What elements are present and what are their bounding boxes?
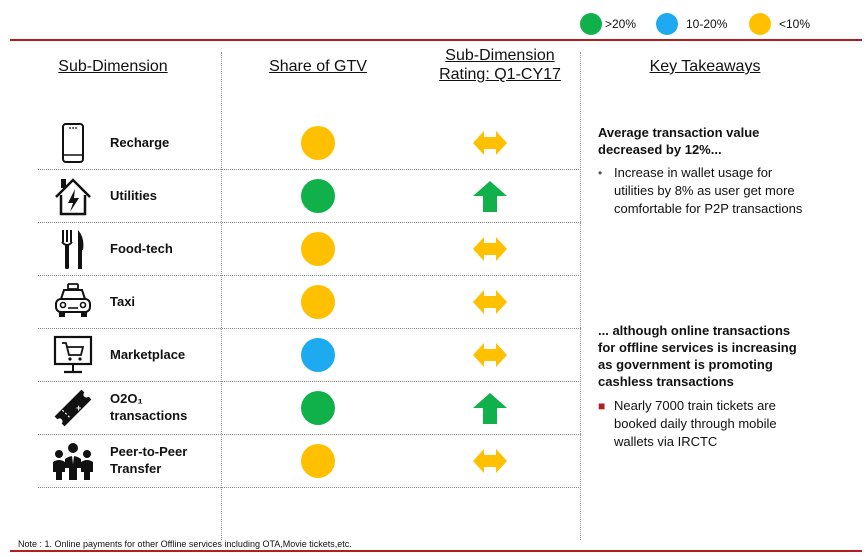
share-indicator-icon (301, 126, 335, 160)
takeaway-bullet-2: ■ Nearly 7000 train tickets are booked d… (598, 397, 860, 451)
takeaway-text: booked daily through mobile (614, 416, 777, 431)
legend-label: 10-20% (686, 17, 728, 31)
table-row: + O2O₁ transactions (38, 381, 581, 435)
takeaway-text: comfortable for P2P transactions (614, 201, 803, 216)
row-label-line: Food-tech (110, 241, 173, 256)
arrow-left-right-icon (470, 284, 510, 320)
column-divider (580, 52, 581, 540)
takeaway-text: for offline services is increasing (598, 340, 797, 355)
table-row: Marketplace (38, 328, 581, 382)
takeaway-text: Average transaction value (598, 125, 760, 140)
arrow-up-icon (470, 390, 510, 426)
legend-dot-icon (580, 13, 602, 35)
takeaway-bullet-1: • Increase in wallet usage for utilities… (598, 164, 860, 218)
row-label-line: Transfer (110, 461, 162, 476)
share-indicator-icon (301, 338, 335, 372)
bottom-rule (10, 550, 862, 552)
share-indicator-icon (301, 444, 335, 478)
row-label-line: O2O₁ (110, 391, 143, 406)
share-indicator-icon (301, 391, 335, 425)
row-label: Marketplace (110, 346, 185, 363)
takeaway-heading-2: ... although online transactions for off… (598, 322, 858, 390)
header-key-takeaways: Key Takeaways (649, 58, 761, 75)
top-rule (10, 39, 862, 41)
takeaway-text: Nearly 7000 train tickets are (614, 398, 776, 413)
header-rating-line1: Sub-Dimension (445, 47, 555, 64)
table-row: Peer-to-Peer Transfer (38, 434, 581, 488)
svg-text:+: + (76, 403, 81, 413)
share-indicator-icon (301, 179, 335, 213)
takeaway-text: Increase in wallet usage for (614, 165, 773, 180)
row-label-line: Recharge (110, 135, 170, 150)
row-label-line: Peer-to-Peer (110, 444, 188, 459)
takeaway-text: decreased by 12%... (598, 142, 722, 157)
arrow-up-icon (470, 178, 510, 214)
table-row: Taxi (38, 275, 581, 329)
row-label: Recharge (110, 134, 169, 151)
row-label-line: Utilities (110, 188, 157, 203)
row-label-line: Marketplace (110, 347, 186, 362)
header-rating: Sub-Dimension Rating: Q1-CY17 (420, 46, 580, 84)
legend-label: >20% (605, 17, 637, 31)
row-label: O2O₁ transactions (110, 390, 187, 424)
legend-dot-icon (749, 13, 771, 35)
people-icon (52, 440, 94, 482)
takeaway-heading-1: Average transaction value decreased by 1… (598, 124, 858, 158)
row-label: Food-tech (110, 240, 173, 257)
cart-screen-icon (52, 334, 94, 376)
takeaway-text: utilities by 8% as user get more (614, 183, 795, 198)
takeaway-text: wallets via IRCTC (614, 434, 718, 449)
takeaway-text: ... although online transactions (598, 323, 791, 338)
legend-item-high: >20% (580, 10, 636, 38)
legend-item-low: <10% (749, 10, 810, 38)
house-bolt-icon (52, 175, 94, 217)
arrow-left-right-icon (470, 443, 510, 479)
header-share-of-gtv: Share of GTV (269, 58, 367, 75)
share-indicator-icon (301, 285, 335, 319)
row-label: Utilities (110, 187, 157, 204)
footnote: Note : 1. Online payments for other Offl… (18, 539, 352, 549)
bullet-icon: • (598, 166, 603, 180)
takeaway-text: as government is promoting (598, 357, 773, 372)
arrow-left-right-icon (470, 337, 510, 373)
table-row: Food-tech (38, 222, 581, 276)
taxi-icon (52, 281, 94, 323)
ticket-icon: + (52, 387, 94, 429)
legend-dot-icon (656, 13, 678, 35)
phone-icon (52, 122, 94, 164)
row-label: Taxi (110, 293, 135, 310)
header-sub-dimension: Sub-Dimension (58, 58, 168, 75)
takeaway-text: cashless transactions (598, 374, 734, 389)
legend-item-mid: 10-20% (656, 10, 727, 38)
row-label-line: Taxi (110, 294, 136, 309)
legend-label: <10% (779, 17, 811, 31)
row-label: Peer-to-Peer Transfer (110, 443, 187, 477)
bullet-icon: ■ (598, 399, 606, 413)
arrow-left-right-icon (470, 231, 510, 267)
table-row: Recharge (38, 116, 581, 170)
header-rating-line2: Rating: Q1-CY17 (439, 66, 561, 83)
row-label-line: transactions (110, 408, 188, 423)
column-divider (221, 52, 222, 540)
arrow-left-right-icon (470, 125, 510, 161)
fork-knife-icon (52, 228, 94, 270)
share-indicator-icon (301, 232, 335, 266)
table-row: Utilities (38, 169, 581, 223)
